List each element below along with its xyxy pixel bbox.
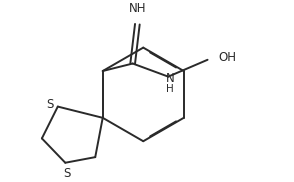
Text: S: S	[64, 167, 71, 181]
Text: H: H	[166, 84, 174, 94]
Text: N: N	[166, 72, 175, 85]
Text: S: S	[47, 98, 54, 111]
Text: OH: OH	[219, 51, 237, 64]
Text: NH: NH	[128, 2, 146, 15]
